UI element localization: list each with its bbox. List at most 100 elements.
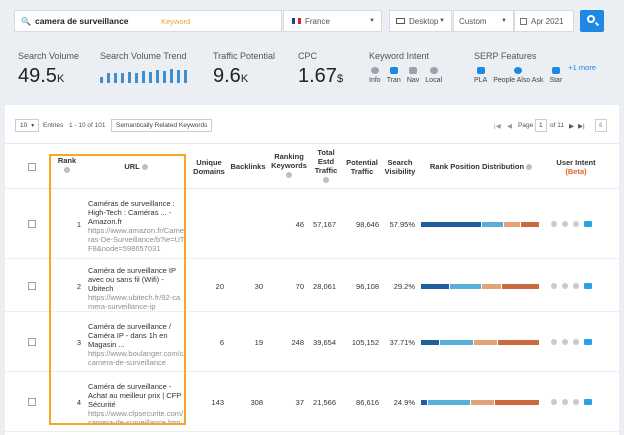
trend-bar [121, 73, 124, 83]
table-row[interactable]: 4 Caméra de surveillance - Achat au meill… [5, 372, 619, 432]
serp-icons: PLA People Also Ask Star +1 more [474, 63, 596, 84]
table-row[interactable]: 3 Caméra de surveillance / Caméra IP - da… [5, 312, 619, 372]
url-link[interactable]: https://www.boulanger.com/c/camera-de-su… [88, 349, 186, 367]
table-controls: 10 ▼ Entries 1 - 10 of 101 Semantically R… [5, 105, 619, 143]
compass-icon [573, 282, 579, 289]
device-select[interactable]: Desktop ▼ [389, 10, 452, 32]
url-link[interactable]: https://www.ubitech.fr/92-camera-surveil… [88, 292, 181, 311]
row-checkbox[interactable] [28, 398, 36, 406]
local-intent[interactable]: Local [425, 67, 442, 84]
keyword-query: camera de surveillance [34, 16, 129, 26]
export-button[interactable]: ⇩ [595, 119, 607, 132]
row-checkbox[interactable] [28, 220, 36, 228]
row-checkbox[interactable] [28, 281, 36, 290]
potential-traffic-header[interactable]: Potential Traffic [344, 158, 380, 176]
date-picker[interactable]: Apr 2021 [514, 10, 574, 32]
unique-domains-header[interactable]: Unique Domains [192, 158, 226, 176]
period-label: Custom [459, 16, 487, 26]
ranking-cell: 37 [295, 398, 304, 407]
credit-card-icon [389, 67, 398, 74]
rank-cell: 1 [76, 220, 81, 229]
metric-value: 49.5K [18, 65, 79, 88]
select-all-checkbox[interactable] [28, 163, 36, 171]
transactional-intent[interactable]: Tran [387, 67, 401, 84]
compass-icon [573, 221, 579, 227]
metric-label: Traffic Potential [213, 51, 276, 61]
url-cell: Caméras de surveillance : High-Tech : Ca… [88, 199, 186, 253]
url-link[interactable]: https://www.cfpsecurite.com/camera-de-su… [88, 409, 184, 427]
trend-bar [128, 71, 131, 83]
entries-label: Entries [43, 122, 64, 129]
intent-label: Nav [406, 77, 420, 84]
navigational-intent[interactable]: Nav [407, 67, 419, 84]
distribution-segment [502, 283, 539, 289]
search-button[interactable] [580, 10, 604, 32]
ranking-keywords-header[interactable]: Ranking Keywords [269, 152, 309, 179]
visibility-cell: 57.95% [389, 220, 415, 229]
more-features-link[interactable]: +1 more [568, 63, 597, 72]
prev-page-icon[interactable]: ◀ [507, 123, 512, 130]
country-select[interactable]: France ▼ [283, 10, 382, 32]
url-title: Caméra de surveillance / Caméra IP - dan… [88, 322, 171, 349]
url-link[interactable]: https://www.amazon.fr/Cameras-De-Surveil… [88, 226, 185, 253]
url-cell: Caméra de surveillance IP avec ou sans f… [88, 266, 186, 311]
total-cell: 39,654 [313, 338, 336, 347]
trend-bar [177, 69, 180, 83]
rank-cell: 2 [76, 281, 81, 291]
potential-cell: 96,108 [356, 281, 379, 291]
info-icon [286, 172, 292, 179]
visibility-cell: 37.71% [389, 338, 415, 347]
intent-label: Local [425, 77, 443, 84]
url-header[interactable]: URL [111, 162, 161, 171]
period-select[interactable]: Custom ▼ [453, 10, 514, 32]
map-pin-icon [429, 67, 438, 74]
metric-label: SERP Features [474, 51, 537, 61]
first-page-icon[interactable]: |◀ [494, 123, 501, 130]
rank-distribution-bar [421, 283, 539, 289]
url-title: Caméras de surveillance : High-Tech : Ca… [88, 199, 175, 226]
total-header-label: Total Estd Traffic [314, 148, 338, 175]
visibility-cell: 29.2% [393, 281, 415, 291]
info-icon [64, 167, 70, 174]
people-also-ask-feature[interactable]: People Also Ask [493, 67, 543, 84]
table-row[interactable]: 2 Caméra de surveillance IP avec ou sans … [5, 259, 619, 312]
intent-label: Tran [386, 77, 401, 84]
metric-value: 1.67$ [298, 65, 343, 88]
backlinks-header[interactable]: Backlinks [230, 162, 266, 171]
search-visibility-header[interactable]: Search Visibility [383, 158, 417, 176]
star-feature[interactable]: Star [549, 67, 562, 84]
distribution-segment [449, 283, 481, 289]
trend-bar [170, 69, 173, 83]
page-input[interactable]: 1 [535, 119, 547, 132]
intent-header-label: User Intent [556, 158, 596, 167]
backlinks-cell: 308 [250, 398, 263, 407]
url-cell: Caméra de surveillance / Caméra IP - dan… [88, 322, 186, 367]
rank-distribution-header[interactable]: Rank Position Distribution [425, 162, 537, 171]
keyword-input[interactable]: 🔍 camera de surveillance Keyword [14, 10, 282, 32]
next-page-icon[interactable]: ▶ [569, 123, 574, 130]
url-title: Caméra de surveillance - Achat au meille… [88, 382, 182, 409]
info-intent[interactable]: Info [369, 67, 381, 84]
entries-select[interactable]: 10 ▼ [15, 119, 39, 132]
user-intent-header[interactable]: User Intent (Beta) [548, 158, 604, 176]
total-cell: 28,061 [313, 281, 336, 291]
related-keywords-button[interactable]: Semantically Related Keywords [111, 119, 213, 132]
trend-bar [156, 70, 159, 83]
results-panel: 10 ▼ Entries 1 - 10 of 101 Semantically R… [5, 105, 619, 435]
pla-feature[interactable]: PLA [474, 67, 487, 84]
intent-icons [551, 221, 592, 227]
distribution-segment [481, 222, 503, 227]
search-volume-metric: Search Volume 49.5K [18, 51, 79, 88]
question-icon [514, 67, 523, 74]
potential-cell: 98,646 [356, 220, 379, 229]
total-traffic-header[interactable]: Total Estd Traffic [312, 148, 340, 184]
last-page-icon[interactable]: ▶| [578, 123, 585, 130]
distribution-segment [497, 340, 540, 345]
row-checkbox[interactable] [28, 338, 36, 346]
rank-header[interactable]: Rank [57, 156, 77, 174]
intent-icons [551, 339, 592, 345]
keyword-type-label: Keyword [161, 16, 191, 26]
rank-distribution-bar [421, 400, 540, 405]
info-icon [370, 67, 379, 74]
table-row[interactable]: 1 Caméras de surveillance : High-Tech : C… [5, 189, 619, 259]
